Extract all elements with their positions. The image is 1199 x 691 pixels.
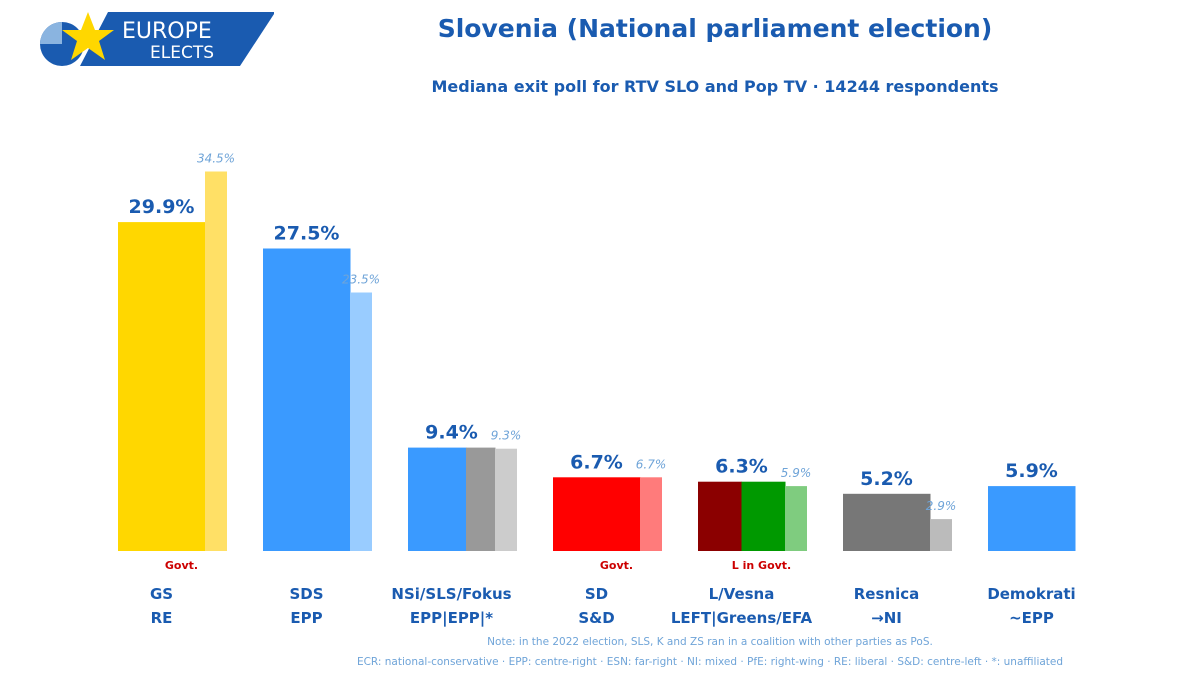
bar-current-2-2	[466, 447, 496, 551]
bar-previous-3	[640, 477, 662, 551]
affiliation-label-4: LEFT|Greens/EFA	[671, 609, 813, 628]
bar-current-6-0	[988, 486, 1076, 551]
note-coalition: Note: in the 2022 election, SLS, K and Z…	[487, 636, 933, 648]
note-legend: ECR: national-conservative · EPP: centre…	[356, 656, 1064, 668]
value-label-current-5: 5.2%	[860, 468, 913, 490]
category-label-5: Resnica	[854, 585, 920, 603]
bar-current-5-0	[843, 493, 931, 551]
chart-subtitle: Mediana exit poll for RTV SLO and Pop TV…	[431, 77, 999, 96]
value-label-previous-4: 5.9%	[781, 466, 812, 480]
europe-elects-logo: EUROPE ELECTS	[22, 0, 274, 66]
bar-current-2-1	[437, 447, 467, 551]
status-label-3: Govt.	[600, 559, 633, 572]
affiliation-label-3: S&D	[578, 609, 614, 627]
bar-current-1-0	[263, 248, 351, 551]
logo-line1: EUROPE	[122, 19, 212, 44]
affiliation-label-5: →NI	[871, 609, 902, 627]
category-label-0: GS	[150, 585, 173, 603]
category-label-4: L/Vesna	[709, 585, 775, 603]
category-label-6: Demokrati	[987, 585, 1075, 603]
logo-line2: ELECTS	[150, 43, 214, 63]
chart-title: Slovenia (National parliament election)	[437, 14, 993, 43]
status-label-4: L in Govt.	[732, 559, 791, 572]
bar-current-4-1	[741, 481, 786, 551]
affiliation-label-6: ~EPP	[1009, 609, 1054, 627]
value-label-current-1: 27.5%	[274, 223, 340, 245]
value-label-current-4: 6.3%	[715, 456, 768, 478]
bar-previous-0	[205, 171, 227, 551]
bar-current-2-0	[408, 447, 438, 551]
value-label-previous-5: 2.9%	[926, 499, 957, 513]
bar-previous-1	[350, 292, 372, 551]
bar-current-0-0	[118, 222, 206, 551]
affiliation-label-1: EPP	[290, 609, 322, 627]
value-label-previous-3: 6.7%	[636, 457, 667, 471]
affiliation-label-2: EPP|EPP|*	[410, 609, 493, 628]
bar-current-3-0	[553, 477, 641, 551]
value-label-current-3: 6.7%	[570, 451, 623, 473]
category-label-3: SD	[585, 585, 608, 603]
bar-current-4-0	[698, 481, 742, 551]
value-label-current-2: 9.4%	[425, 422, 478, 444]
category-label-1: SDS	[289, 585, 323, 603]
affiliation-label-0: RE	[151, 609, 173, 627]
category-label-2: NSi/SLS/Fokus	[391, 585, 511, 603]
value-label-previous-2: 9.3%	[491, 429, 522, 443]
status-label-0: Govt.	[165, 559, 198, 572]
value-label-previous-0: 34.5%	[197, 152, 235, 166]
value-label-current-0: 29.9%	[129, 196, 195, 218]
bar-previous-2	[495, 448, 517, 551]
bar-previous-5	[930, 519, 952, 551]
value-label-current-6: 5.9%	[1005, 460, 1058, 482]
value-label-previous-1: 23.5%	[342, 273, 380, 287]
bar-previous-4	[785, 486, 807, 551]
